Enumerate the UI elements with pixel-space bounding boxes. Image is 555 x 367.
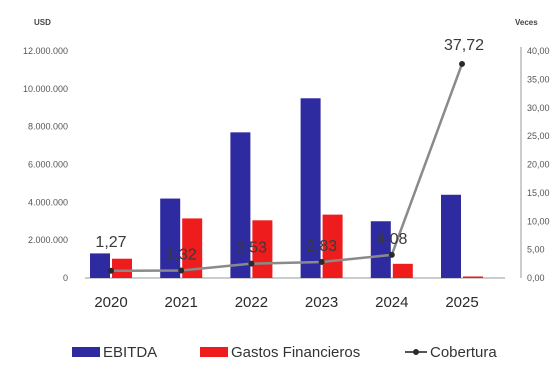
- legend-swatch: [72, 347, 100, 357]
- bars: [90, 98, 483, 279]
- right-axis: Veces 40,00 35,00 30,00 25,00 20,00 15,00 10,0…: [515, 18, 550, 283]
- cobertura-data-label: 2,53: [236, 240, 267, 257]
- ebitda-bar-2023: [300, 98, 321, 279]
- left-tick-label: 8.000.000: [28, 122, 68, 132]
- left-tick-label: 10.000.000: [23, 84, 68, 94]
- cobertura-line-series: 1,27 1,32 2,53 2,83 4,08 37,72: [95, 37, 484, 274]
- cobertura-point-2022: [248, 260, 255, 267]
- x-category-label: 2023: [305, 294, 338, 311]
- right-tick-label: 25,00: [527, 131, 550, 141]
- legend-label: EBITDA: [103, 344, 157, 361]
- right-tick-label: 30,00: [527, 103, 550, 113]
- cobertura-point-2023: [318, 258, 325, 265]
- gastos-financieros-bar-2024: [392, 263, 413, 278]
- x-category-label: 2022: [235, 294, 268, 311]
- left-tick-label: 2.000.000: [28, 235, 68, 245]
- right-tick-label: 5,00: [527, 245, 545, 255]
- right-axis-unit: Veces: [515, 18, 538, 27]
- right-tick-label: 15,00: [527, 188, 550, 198]
- gastos-financieros-bar-2021: [182, 218, 203, 278]
- x-category-label: 2020: [94, 294, 127, 311]
- cobertura-data-label: 37,72: [444, 37, 484, 54]
- right-tick-label: 20,00: [527, 160, 550, 170]
- legend-marker: [413, 349, 419, 355]
- cobertura-point-2025: [459, 60, 465, 67]
- cobertura-line: [110, 63, 464, 273]
- cobertura-point-2021: [178, 267, 185, 274]
- cobertura-data-label: 2,83: [306, 238, 337, 255]
- left-axis: USD 12.000.000 10.000.000 8.000.000 6.000.0…: [23, 18, 68, 283]
- cobertura-data-label: 4,08: [376, 231, 407, 248]
- right-tick-label: 35,00: [527, 74, 550, 84]
- right-tick-label: 10,00: [527, 216, 550, 226]
- left-tick-label: 12.000.000: [23, 46, 68, 56]
- ebitda-bar-2024: [370, 221, 391, 278]
- cobertura-data-label: 1,32: [166, 247, 197, 264]
- left-tick-label: 6.000.000: [28, 160, 68, 170]
- legend-label: Gastos Financieros: [231, 344, 360, 361]
- gastos-financieros-bar-2025: [463, 276, 483, 278]
- x-axis-labels: 2020 2021 2022 2023 2024 2025: [94, 294, 478, 311]
- left-tick-label: 0: [63, 273, 68, 283]
- legend-swatch: [200, 347, 228, 357]
- ebitda-bar-2025: [441, 194, 461, 278]
- legend-label: Cobertura: [430, 344, 497, 361]
- right-tick-label: 0,00: [527, 273, 545, 283]
- left-tick-label: 4.000.000: [28, 197, 68, 207]
- ebitda-bar-2022: [230, 132, 251, 278]
- x-category-label: 2024: [375, 294, 408, 311]
- x-category-label: 2021: [165, 294, 198, 311]
- gastos-financieros-bar-2020: [112, 258, 132, 278]
- cobertura-data-label: 1,27: [95, 234, 126, 251]
- x-category-label: 2025: [445, 294, 478, 311]
- left-axis-unit: USD: [34, 18, 51, 27]
- right-tick-label: 40,00: [527, 46, 550, 56]
- ebitda-bar-2021: [160, 198, 181, 278]
- legend: EBITDA Gastos Financieros Cobertura: [72, 344, 497, 361]
- cobertura-point-2024: [388, 251, 395, 258]
- cobertura-point-2020: [108, 267, 114, 274]
- ebitda-bar-2020: [90, 253, 110, 278]
